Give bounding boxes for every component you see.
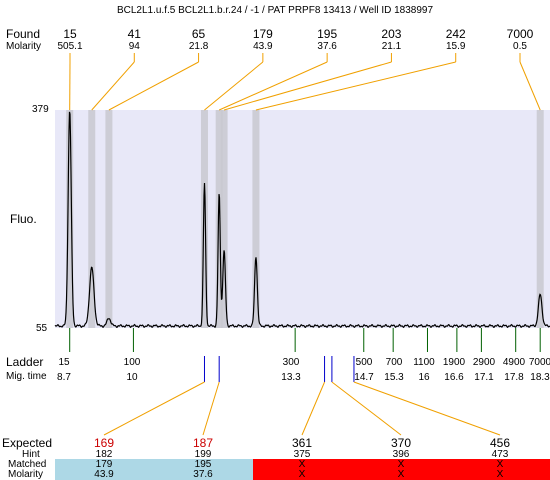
found-peak-molarity: 15.9 (445, 41, 466, 52)
peak-band (200, 110, 208, 328)
matched-molarity: 43.9 (94, 469, 114, 480)
found-peak-size: 15 (63, 27, 77, 41)
found-peak-size: 242 (445, 27, 466, 41)
found-peak-size: 65 (191, 27, 206, 41)
expected-value: 370 (390, 436, 412, 450)
ladder-time: 16.6 (444, 372, 464, 383)
ladder-size: 4900 (502, 357, 526, 368)
ladder-time: 18.3 (530, 372, 550, 383)
found-label: Found (6, 27, 41, 41)
plot-area (55, 110, 550, 328)
y-axis-label: Fluo. (10, 212, 37, 226)
found-connector (255, 61, 456, 111)
found-peak-molarity: 505.1 (57, 41, 83, 52)
matched-label: Matched (8, 459, 47, 470)
ladder-size: 700 (385, 357, 403, 368)
ladder-label: Ladder (6, 355, 44, 369)
ladder-time: 17.8 (504, 372, 524, 383)
matched-cell (154, 459, 254, 480)
found-peak-size: 195 (317, 27, 338, 41)
found-peak-molarity: 0.5 (513, 41, 527, 52)
mig-time-label: Mig. time (6, 371, 47, 382)
signal-trace (54, 111, 550, 329)
peak-band (88, 110, 96, 328)
matched-molarity: X (397, 469, 405, 480)
ladder-time: 14.7 (354, 372, 374, 383)
found-peak-size: 41 (127, 27, 141, 41)
molarity-bottom-label: Molarity (8, 469, 44, 480)
expected-value: 187 (192, 436, 214, 450)
ladder-time: 16 (418, 372, 430, 383)
expected-value: 361 (291, 436, 313, 450)
found-peak-molarity: 37.6 (317, 41, 337, 52)
matched-cell (55, 459, 155, 480)
peak-band (215, 110, 223, 328)
ladder-time: 17.1 (474, 372, 494, 383)
found-peak-molarity: 43.9 (253, 41, 273, 52)
ladder-time: 13.3 (281, 372, 301, 383)
found-connector (218, 61, 328, 111)
matched-value: 179 (95, 459, 113, 470)
ladder-size: 300 (282, 357, 300, 368)
chart-title: BCL2L1.u.f.5 BCL2L1.b.r.24 / -1 / PAT PR… (116, 5, 434, 16)
ladder-time: 15.3 (384, 372, 404, 383)
expected-connector (103, 381, 205, 436)
matched-value: 195 (194, 459, 212, 470)
peak-band (105, 110, 113, 328)
ladder-size: 2900 (472, 357, 496, 368)
matched-molarity: X (496, 469, 504, 480)
ladder-size: 1100 (413, 357, 435, 368)
ladder-size: 100 (123, 357, 141, 368)
expected-connector (301, 381, 326, 436)
matched-cell (451, 459, 550, 480)
found-peak-size: 179 (252, 27, 273, 41)
found-connector (91, 61, 135, 111)
found-connector (108, 61, 199, 111)
matched-molarity: X (298, 469, 306, 480)
ladder-size: 500 (355, 357, 373, 368)
expected-label: Expected (2, 436, 53, 450)
matched-cell (352, 459, 452, 480)
y-max-label: 379 (32, 104, 49, 115)
hint-value: 199 (194, 449, 212, 460)
found-peak-size: 203 (381, 27, 402, 41)
peak-band (252, 110, 260, 328)
matched-value: X (496, 459, 504, 470)
found-peak-molarity: 94 (128, 41, 140, 52)
matched-value: X (397, 459, 405, 470)
peak-band (220, 110, 228, 328)
found-connector (223, 61, 392, 111)
ladder-time: 8.7 (57, 372, 71, 383)
matched-molarity: 37.6 (193, 469, 213, 480)
y-min-label: 55 (36, 323, 48, 334)
peak-band (536, 110, 544, 328)
hint-value: 473 (491, 449, 509, 460)
expected-connector (202, 381, 220, 436)
found-connector (204, 61, 264, 111)
hint-value: 396 (392, 449, 410, 460)
peak-band (66, 110, 74, 328)
ladder-size: 15 (58, 357, 70, 368)
ladder-size: 7000 (528, 357, 550, 368)
found-molarity-label: Molarity (6, 41, 42, 52)
expected-connector (331, 381, 402, 436)
found-peak-size: 7000 (506, 27, 534, 41)
hint-label: Hint (22, 449, 40, 460)
found-connector (519, 61, 541, 111)
found-peak-molarity: 21.1 (381, 41, 402, 52)
found-peak-molarity: 21.8 (188, 41, 209, 52)
ladder-time: 10 (126, 372, 138, 383)
expected-value: 456 (489, 436, 511, 450)
matched-cell (253, 459, 353, 480)
expected-value: 169 (93, 436, 115, 450)
matched-value: X (298, 459, 306, 470)
hint-value: 182 (95, 449, 113, 460)
hint-value: 375 (293, 449, 311, 460)
expected-connector (353, 381, 501, 436)
ladder-size: 1900 (442, 357, 466, 368)
